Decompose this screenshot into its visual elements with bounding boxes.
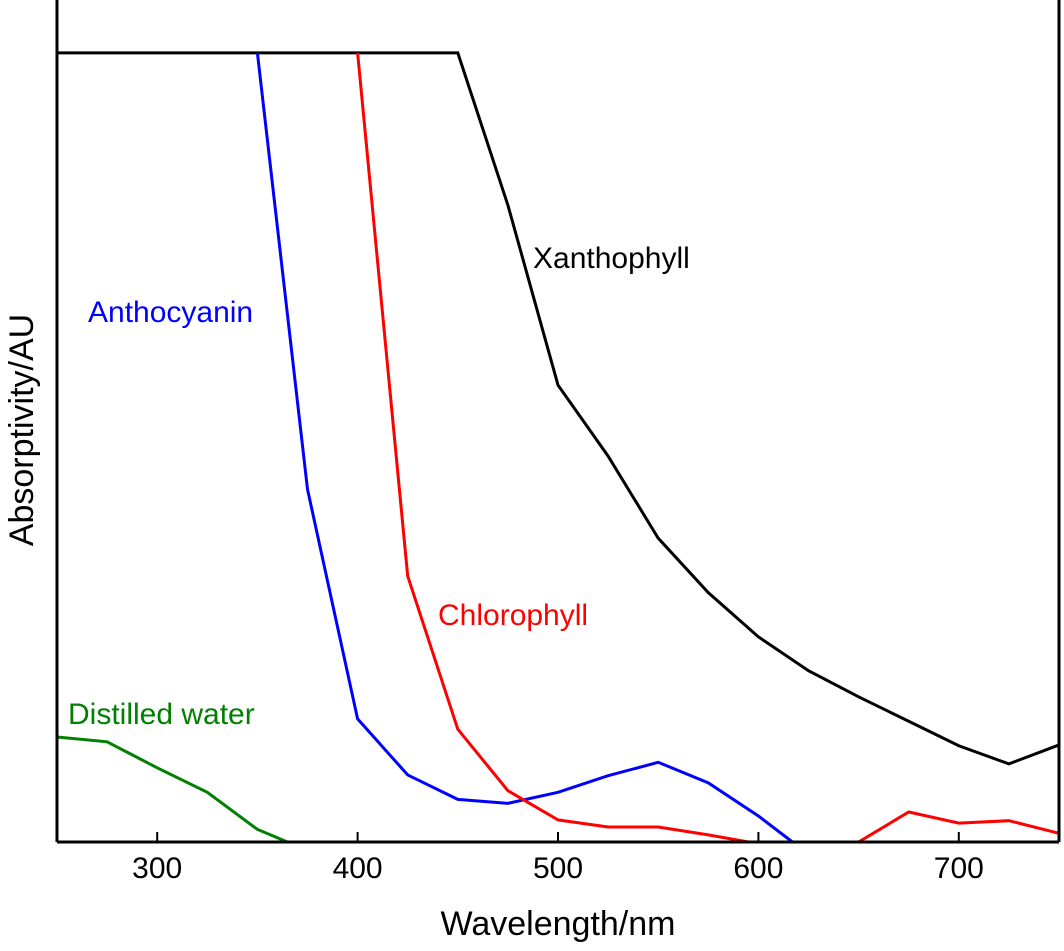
series-line-chlorophyll xyxy=(356,52,1060,844)
series-line-anthocyanin xyxy=(255,52,794,844)
label-anthocyanin: Anthocyanin xyxy=(88,296,253,329)
x-axis-label: Wavelength/nm xyxy=(441,905,676,943)
y-axis-label: Absorptivity/AU xyxy=(3,314,41,546)
x-tick-label: 700 xyxy=(934,852,984,885)
x-tick-label: 500 xyxy=(533,852,583,885)
x-tick-label: 400 xyxy=(333,852,383,885)
x-tick-label: 600 xyxy=(733,852,783,885)
label-chlorophyll: Chlorophyll xyxy=(438,599,588,632)
series-line-xanthophyll xyxy=(57,51,1060,766)
x-tick-label: 300 xyxy=(132,852,182,885)
label-distilled-water: Distilled water xyxy=(68,698,255,731)
series-line-distilled-water xyxy=(56,735,289,844)
label-xanthophyll: Xanthophyll xyxy=(533,242,690,275)
